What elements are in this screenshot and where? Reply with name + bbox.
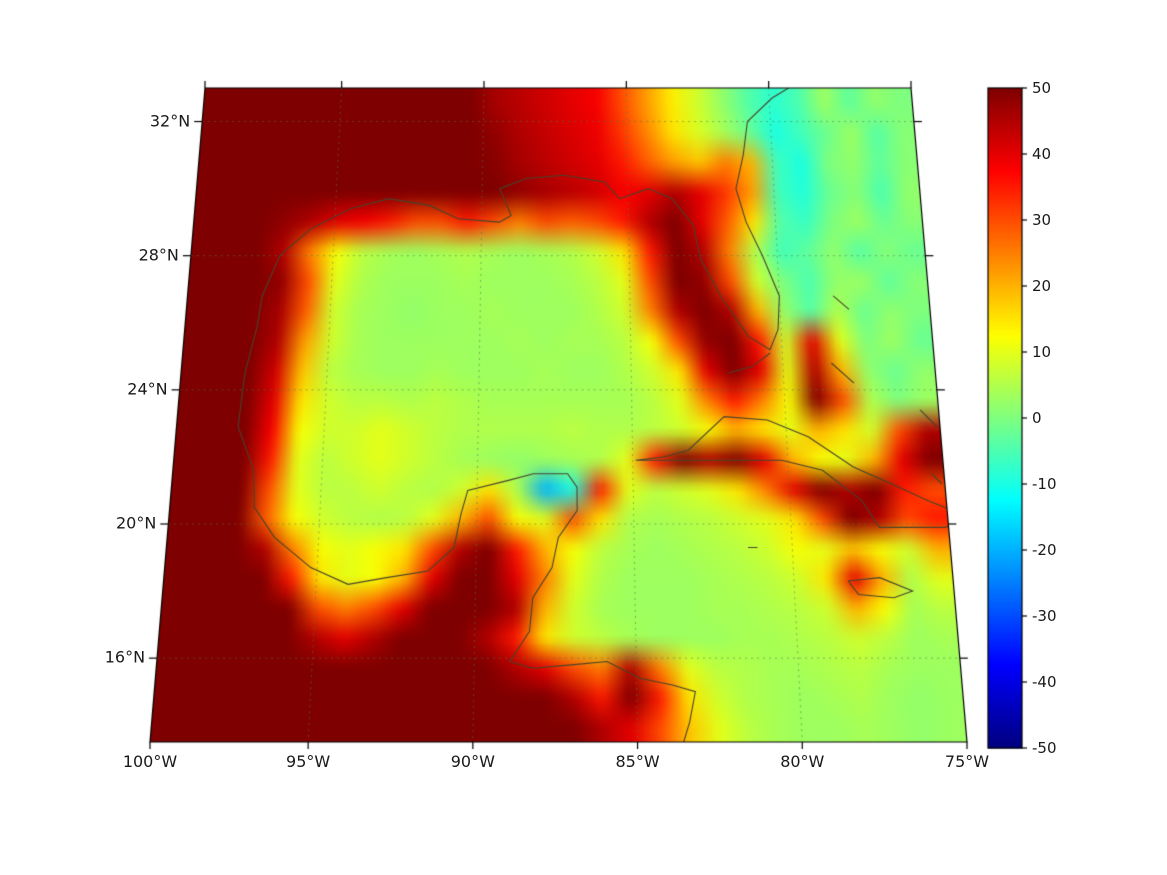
- map-heatmap-canvas: [0, 0, 1167, 875]
- figure: 100°W 95°W 90°W 85°W 80°W 75°W 32°N 28°N 24°N 20°…: [0, 0, 1167, 875]
